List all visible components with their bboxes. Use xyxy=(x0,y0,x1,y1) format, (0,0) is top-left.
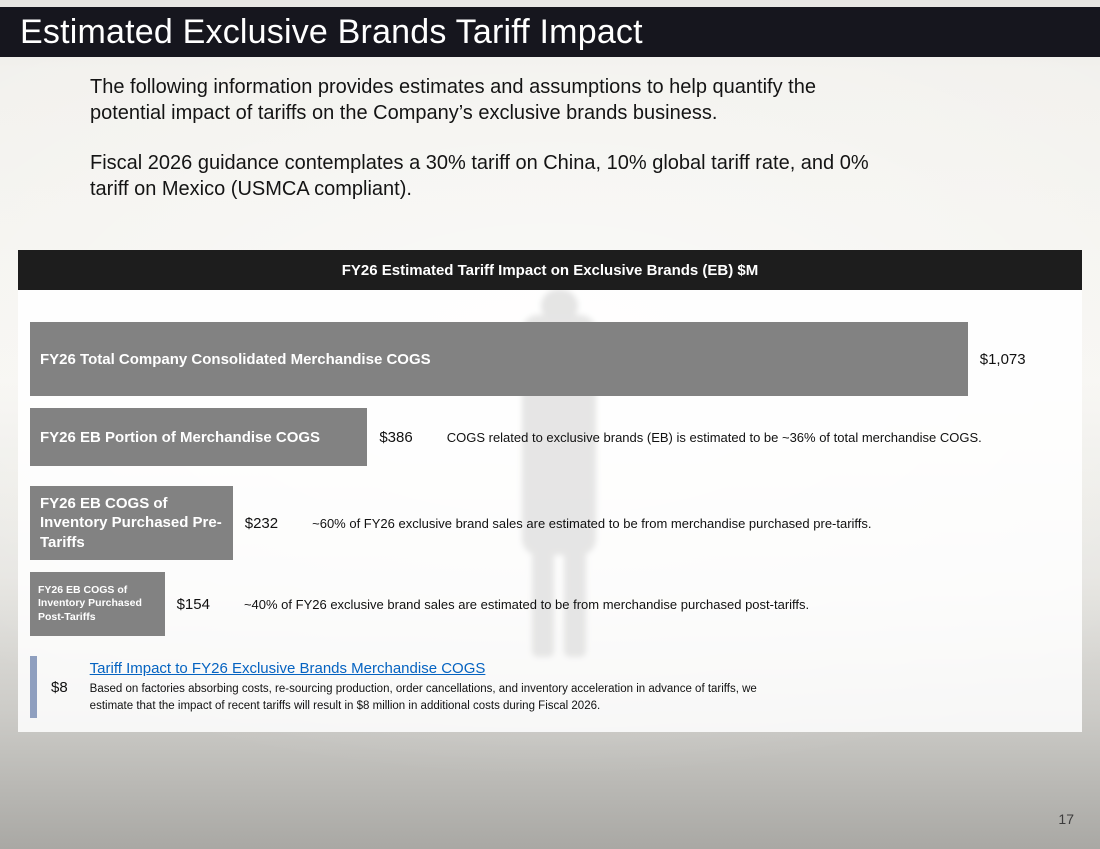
bar-label: FY26 Total Company Consolidated Merchand… xyxy=(40,350,431,368)
bar-row-post-tariff-cogs: FY26 EB COGS of Inventory Purchased Post… xyxy=(30,572,1070,636)
chart-title: FY26 Estimated Tariff Impact on Exclusiv… xyxy=(18,250,1082,290)
bar-eb-portion-cogs: FY26 EB Portion of Merchandise COGS xyxy=(30,408,368,466)
bar-tariff-impact xyxy=(30,656,37,718)
bar-pre-tariff-cogs: FY26 EB COGS of Inventory Purchased Pre-… xyxy=(30,486,233,560)
bar-value: $1,073 xyxy=(979,350,1026,368)
bar-label: FY26 EB Portion of Merchandise COGS xyxy=(40,428,321,446)
bar-label: FY26 EB COGS of Inventory Purchased Pre-… xyxy=(40,494,222,551)
bar-row-total-company-cogs: FY26 Total Company Consolidated Merchand… xyxy=(30,322,1070,396)
chart-body: FY26 Total Company Consolidated Merchand… xyxy=(18,290,1082,732)
intro-line-1: The following information provides estim… xyxy=(90,76,816,98)
tariff-impact-link[interactable]: Tariff Impact to FY26 Exclusive Brands M… xyxy=(89,660,486,678)
bar-value: $8 xyxy=(50,678,68,696)
bar-row-eb-portion-cogs: FY26 EB Portion of Merchandise COGS $386… xyxy=(30,408,1070,466)
bar-note: ~40% of FY26 exclusive brand sales are e… xyxy=(243,596,810,612)
guidance-line-1: Fiscal 2026 guidance contemplates a 30% … xyxy=(90,152,869,174)
bar-post-tariff-cogs: FY26 EB COGS of Inventory Purchased Post… xyxy=(30,572,165,636)
tariff-impact-text: Tariff Impact to FY26 Exclusive Brands M… xyxy=(90,660,780,713)
bar-value: $232 xyxy=(244,514,279,532)
guidance-paragraph: Fiscal 2026 guidance contemplates a 30% … xyxy=(90,150,990,202)
guidance-line-2: tariff on Mexico (USMCA compliant). xyxy=(90,178,412,200)
bar-label: FY26 EB COGS of Inventory Purchased Post… xyxy=(38,583,142,623)
intro-paragraph: The following information provides estim… xyxy=(90,74,990,126)
bar-value: $386 xyxy=(379,428,413,446)
slide-title-bar: Estimated Exclusive Brands Tariff Impact xyxy=(0,7,1100,57)
bar-row-pre-tariff-cogs: FY26 EB COGS of Inventory Purchased Pre-… xyxy=(30,486,1070,560)
intro-line-2: potential impact of tariffs on the Compa… xyxy=(90,102,718,124)
page-title: Estimated Exclusive Brands Tariff Impact xyxy=(20,12,643,51)
bar-row-tariff-impact: $8 Tariff Impact to FY26 Exclusive Brand… xyxy=(30,656,1070,718)
chart-panel: FY26 Estimated Tariff Impact on Exclusiv… xyxy=(18,250,1082,732)
tariff-impact-note: Based on factories absorbing costs, re-s… xyxy=(89,683,757,712)
bar-total-company-cogs: FY26 Total Company Consolidated Merchand… xyxy=(30,322,968,396)
bar-note: ~60% of FY26 exclusive brand sales are e… xyxy=(312,515,872,531)
page-number: 17 xyxy=(1058,811,1074,827)
bar-note: COGS related to exclusive brands (EB) is… xyxy=(446,429,982,445)
bar-value: $154 xyxy=(176,595,210,613)
